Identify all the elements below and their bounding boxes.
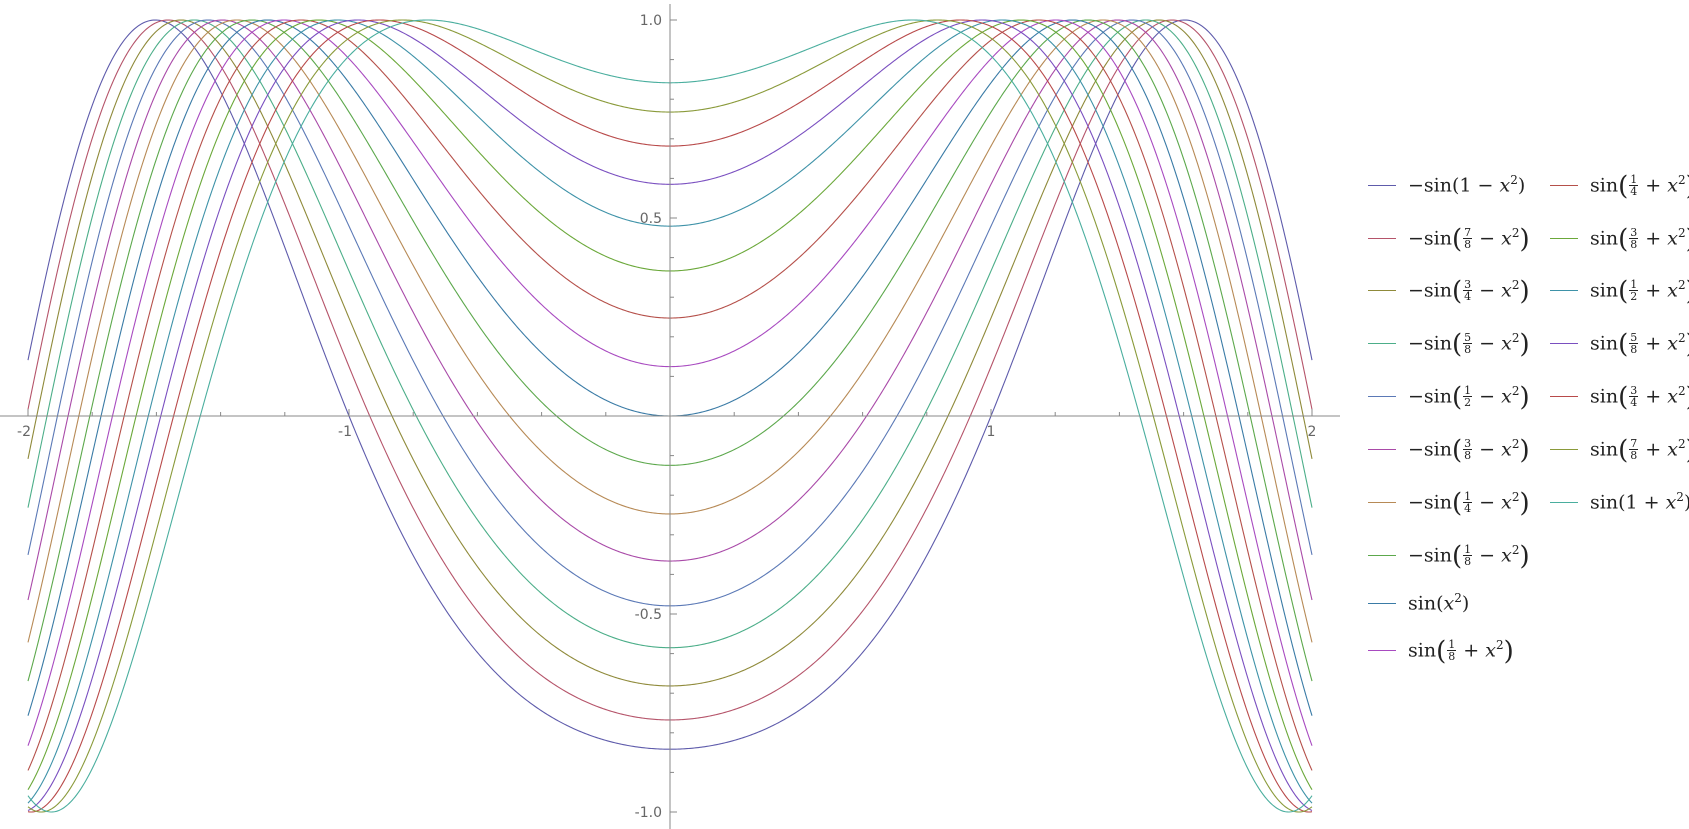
y-tick-label: 1.0 <box>640 13 662 29</box>
x-tick-label: -1 <box>338 424 352 440</box>
axes <box>0 4 1340 829</box>
axis-ticks: -2 -1 1 2 -1.0 -0.5 0.5 1.0 <box>17 13 1316 821</box>
y-tick-label: 0.5 <box>640 211 662 227</box>
x-tick-label: -2 <box>17 424 31 440</box>
y-tick-label: -0.5 <box>635 607 662 623</box>
x-tick-label: 1 <box>987 424 996 440</box>
x-tick-label: 2 <box>1308 424 1317 440</box>
y-tick-label: -1.0 <box>635 805 662 821</box>
